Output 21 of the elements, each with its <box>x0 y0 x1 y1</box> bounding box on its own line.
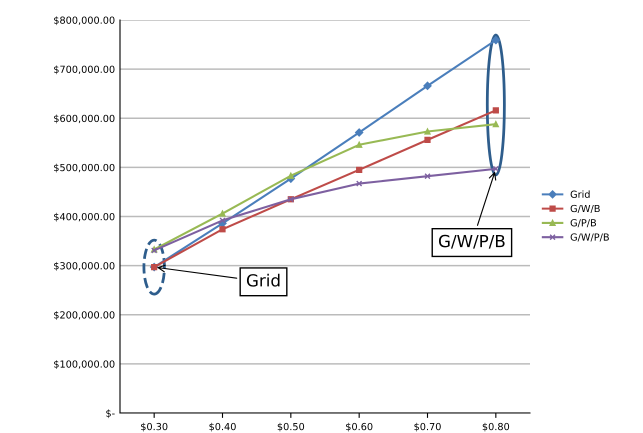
y-tick-label: $200,000.00 <box>54 311 114 320</box>
y-tick-label: $300,000.00 <box>54 262 114 271</box>
annotation: G/W/P/B <box>438 234 505 249</box>
annotation: Grid <box>246 274 280 287</box>
x-tick-label: $0.60 <box>346 422 372 432</box>
x-tick-label: $0.70 <box>414 422 441 432</box>
x-tick-label: $0.40 <box>209 422 236 432</box>
y-tick-label: $100,000.00 <box>54 360 114 369</box>
x-tick-label: $0.30 <box>141 422 168 432</box>
y-tick-label: $600,000.00 <box>54 114 114 124</box>
x-tick-label: $0.50 <box>278 422 304 432</box>
y-tick-label: $700,000.00 <box>54 65 114 74</box>
legend-label: Grid <box>570 190 590 198</box>
legend-label: G/W/B <box>570 204 600 213</box>
x-tick-label: $0.80 <box>482 422 510 432</box>
y-tick-label: $800,000.00 <box>54 16 114 26</box>
y-tick-label: $- <box>106 409 115 418</box>
legend-label: G/P/B <box>570 219 596 228</box>
legend-label: G/W/P/B <box>570 233 609 242</box>
y-tick-label: $400,000.00 <box>54 212 114 222</box>
y-tick-label: $500,000.00 <box>54 164 114 172</box>
